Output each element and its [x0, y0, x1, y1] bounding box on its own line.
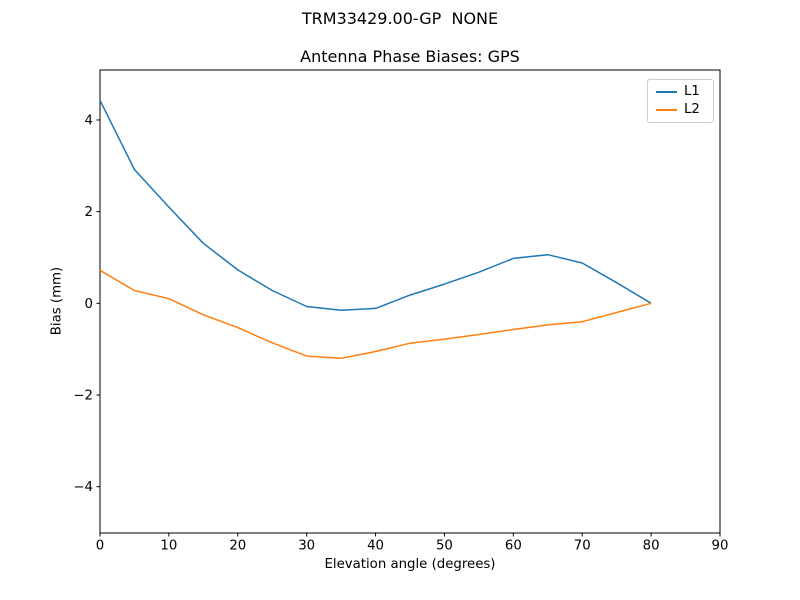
y-axis-label: Bias (mm): [49, 266, 65, 336]
x-tick-label: 70: [574, 539, 591, 554]
x-tick-label: 90: [712, 539, 729, 554]
legend-label-l1: L1: [684, 84, 700, 100]
axes-title: Antenna Phase Biases: GPS: [300, 47, 520, 66]
y-tick-label: −2: [73, 389, 93, 404]
legend-item-l2: L2: [656, 101, 705, 119]
l1-line-sample: [656, 91, 677, 93]
x-axis-label: Elevation angle (degrees): [324, 557, 496, 572]
x-tick-label: 10: [160, 539, 177, 554]
legend: L1 L2: [647, 79, 714, 123]
figure-title: TRM33429.00-GP NONE: [301, 9, 499, 28]
series-line-l2: [99, 269, 652, 360]
x-tick-label: 60: [505, 539, 522, 554]
legend-label-l2: L2: [684, 102, 700, 118]
x-tick-label: 40: [367, 539, 384, 554]
y-tick-label: 4: [85, 113, 93, 128]
y-tick-label: 2: [85, 205, 93, 220]
x-tick-label: 50: [436, 539, 453, 554]
x-tick-label: 30: [298, 539, 315, 554]
l2-line-sample: [656, 109, 677, 111]
x-tick-label: 80: [643, 539, 660, 554]
axes-frame: [99, 69, 721, 534]
x-tick-label: 20: [229, 539, 246, 554]
series-line-l1: [99, 99, 652, 311]
legend-item-l1: L1: [656, 83, 705, 101]
y-tick-label: −4: [73, 480, 93, 495]
x-tick-label: 0: [96, 539, 104, 554]
y-tick-label: 0: [85, 297, 93, 312]
